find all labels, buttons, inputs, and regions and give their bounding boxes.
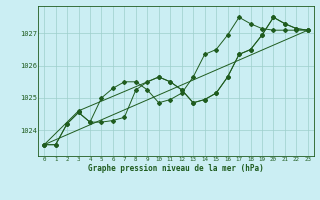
X-axis label: Graphe pression niveau de la mer (hPa): Graphe pression niveau de la mer (hPa) — [88, 164, 264, 173]
